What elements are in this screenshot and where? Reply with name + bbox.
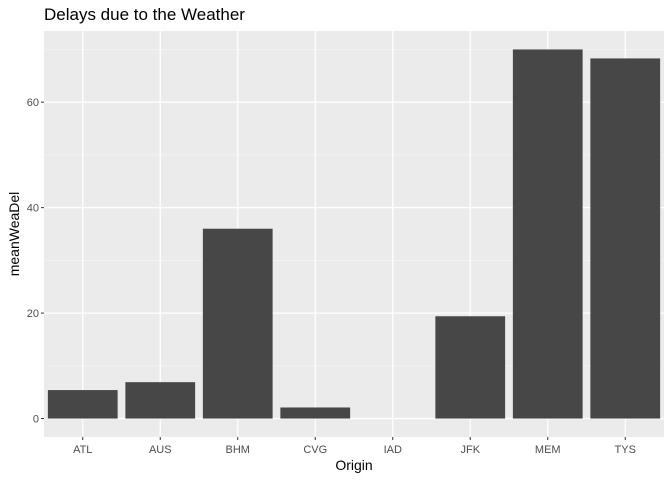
bar-jfk xyxy=(435,316,506,419)
bar-bhm xyxy=(202,228,273,419)
x-tick-label: JFK xyxy=(460,444,480,456)
x-tick-label: ATL xyxy=(73,444,92,456)
x-tick-label: IAD xyxy=(384,444,402,456)
bar-atl xyxy=(47,390,118,419)
y-tick-label: 60 xyxy=(27,97,39,109)
y-axis: 0 20 40 60 xyxy=(27,97,44,426)
x-tick-label: BHM xyxy=(226,444,250,456)
x-axis: ATL AUS BHM CVG IAD JFK MEM TYS xyxy=(73,437,636,456)
bar-mem xyxy=(512,49,583,419)
x-tick-label: CVG xyxy=(303,444,327,456)
chart-title: Delays due to the Weather xyxy=(44,5,245,24)
x-tick-label: AUS xyxy=(149,444,172,456)
y-tick-label: 20 xyxy=(27,308,39,320)
y-tick-label: 40 xyxy=(27,203,39,215)
x-axis-title: Origin xyxy=(335,457,372,473)
y-tick-label: 0 xyxy=(33,414,39,426)
bar-tys xyxy=(590,58,661,419)
bars xyxy=(47,49,661,419)
y-axis-title: meanWeaDel xyxy=(6,192,22,277)
bar-cvg xyxy=(280,407,351,419)
x-tick-label: MEM xyxy=(535,444,561,456)
x-tick-label: TYS xyxy=(615,444,636,456)
bar-aus xyxy=(125,382,196,419)
